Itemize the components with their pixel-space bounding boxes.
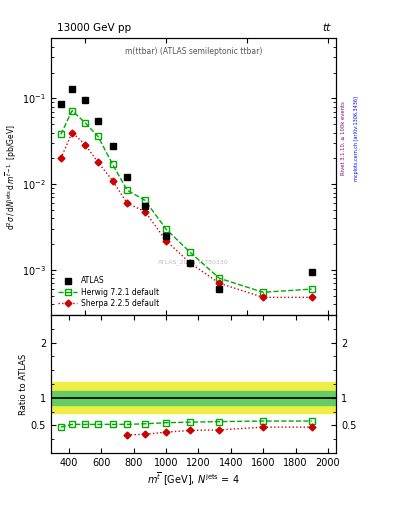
Line: ATLAS: ATLAS (57, 85, 315, 325)
Sherpa 2.2.5 default (59, 155, 63, 161)
Bar (51, 391, 336, 405)
Sherpa 2.2.5 default (217, 280, 222, 286)
Herwig 7.2.1 default (309, 286, 314, 292)
ATLAS (125, 174, 130, 180)
Herwig 7.2.1 default (217, 275, 222, 282)
Herwig 7.2.1 default (261, 289, 266, 295)
Herwig 7.2.1 default (163, 226, 168, 232)
Sherpa 2.2.5 default (125, 200, 130, 206)
ATLAS (143, 203, 147, 209)
Bar (51, 382, 336, 413)
Text: tt: tt (322, 23, 330, 33)
Text: mcplots.cern.ch [arXiv:1306.3436]: mcplots.cern.ch [arXiv:1306.3436] (354, 96, 359, 181)
Sherpa 2.2.5 default (309, 294, 314, 301)
Legend: ATLAS, Herwig 7.2.1 default, Sherpa 2.2.5 default: ATLAS, Herwig 7.2.1 default, Sherpa 2.2.… (55, 273, 162, 311)
Y-axis label: $\mathrm{d}^2\sigma\,/\,\mathrm{d}N^{\mathrm{jets}}\,\mathrm{d}\,m^{\overline{t}: $\mathrm{d}^2\sigma\,/\,\mathrm{d}N^{\ma… (4, 123, 20, 230)
Text: m(ttbar) (ATLAS semileptonic ttbar): m(ttbar) (ATLAS semileptonic ttbar) (125, 47, 262, 56)
Sherpa 2.2.5 default (70, 130, 75, 136)
Sherpa 2.2.5 default (83, 141, 88, 147)
Herwig 7.2.1 default (95, 134, 100, 140)
Sherpa 2.2.5 default (188, 260, 193, 266)
Sherpa 2.2.5 default (95, 159, 100, 165)
ATLAS (95, 118, 100, 124)
Herwig 7.2.1 default (70, 108, 75, 114)
Text: 13000 GeV pp: 13000 GeV pp (57, 23, 131, 33)
Sherpa 2.2.5 default (110, 178, 115, 184)
Line: Sherpa 2.2.5 default: Sherpa 2.2.5 default (59, 130, 314, 300)
ATLAS (309, 269, 314, 275)
Text: ATLAS_2019_I1750330: ATLAS_2019_I1750330 (158, 260, 229, 265)
ATLAS (217, 286, 222, 292)
ATLAS (188, 260, 193, 266)
Sherpa 2.2.5 default (163, 238, 168, 244)
Herwig 7.2.1 default (188, 249, 193, 255)
Herwig 7.2.1 default (125, 187, 130, 194)
Sherpa 2.2.5 default (261, 294, 266, 301)
Herwig 7.2.1 default (59, 132, 63, 138)
ATLAS (83, 97, 88, 103)
Line: Herwig 7.2.1 default: Herwig 7.2.1 default (58, 108, 314, 295)
ATLAS (70, 86, 75, 92)
Herwig 7.2.1 default (110, 161, 115, 167)
Herwig 7.2.1 default (143, 197, 147, 203)
Text: Rivet 3.1.10, ≥ 100k events: Rivet 3.1.10, ≥ 100k events (341, 101, 346, 175)
ATLAS (110, 143, 115, 149)
ATLAS (261, 318, 266, 325)
ATLAS (163, 233, 168, 239)
ATLAS (59, 101, 63, 108)
Herwig 7.2.1 default (83, 120, 88, 126)
Y-axis label: Ratio to ATLAS: Ratio to ATLAS (19, 353, 28, 415)
Sherpa 2.2.5 default (143, 208, 147, 215)
X-axis label: $m^{\overline{t}}$ [GeV], $N^{\mathrm{jets}}$ = 4: $m^{\overline{t}}$ [GeV], $N^{\mathrm{je… (147, 471, 240, 488)
